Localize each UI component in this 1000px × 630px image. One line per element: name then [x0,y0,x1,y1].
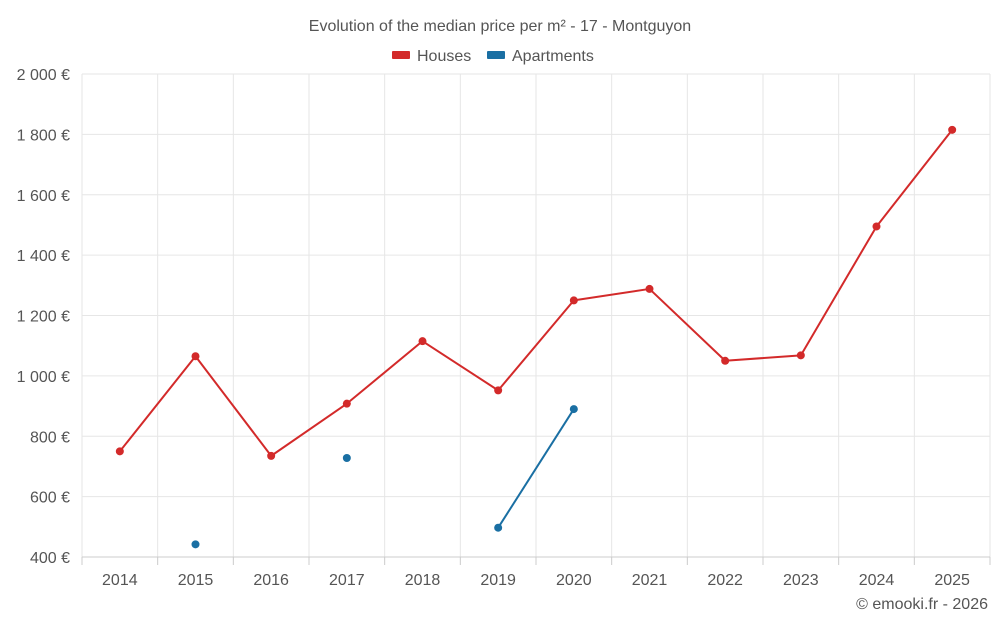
x-tick-label: 2018 [405,572,441,589]
data-point-apartments[interactable] [569,405,578,414]
y-tick-label: 2 000 € [17,67,70,84]
data-point-apartments[interactable] [191,540,200,549]
legend-label-apartments: Apartments [512,48,594,65]
y-tick-label: 600 € [30,490,70,507]
data-point-houses[interactable] [796,351,805,360]
y-tick-label: 1 600 € [17,188,70,205]
footer-credit: © emooki.fr - 2026 [856,596,988,613]
legend: Houses Apartments [392,48,594,65]
x-tick-label: 2017 [329,572,365,589]
x-tick-label: 2024 [859,572,895,589]
x-tick-label: 2023 [783,572,819,589]
x-tick-label: 2022 [707,572,743,589]
data-point-houses[interactable] [267,451,276,460]
gridlines [81,73,991,557]
series-line-houses [119,129,953,457]
chart-title: Evolution of the median price per m² - 1… [309,18,691,35]
x-tick-label: 2020 [556,572,592,589]
y-tick-label: 1 200 € [17,309,70,326]
series-layer [115,125,957,549]
legend-swatch-houses [392,51,410,59]
data-point-houses[interactable] [191,352,200,361]
data-point-houses[interactable] [418,337,427,346]
legend-label-houses: Houses [417,48,471,65]
data-point-houses[interactable] [342,399,351,408]
data-point-houses[interactable] [721,356,730,365]
legend-item-houses[interactable]: Houses [392,48,471,65]
data-point-apartments[interactable] [342,453,351,462]
legend-item-apartments[interactable]: Apartments [487,48,594,65]
y-axis: 400 € 600 € 800 € 1 000 € 1 200 € 1 400 € 1 60… [17,67,70,567]
data-point-apartments[interactable] [494,523,503,532]
data-point-houses[interactable] [569,296,578,305]
x-tick-label: 2015 [178,572,214,589]
legend-swatch-apartments [487,51,505,59]
data-point-houses[interactable] [645,284,654,293]
x-tick-label: 2014 [102,572,138,589]
x-tick-label: 2016 [253,572,289,589]
y-tick-label: 1 800 € [17,127,70,144]
x-axis: 2014 2015 2016 2017 2018 2019 2020 2021 2022 2023… [81,556,991,589]
x-tick-label: 2019 [480,572,516,589]
y-tick-label: 1 000 € [17,369,70,386]
x-tick-label: 2021 [632,572,668,589]
data-point-houses[interactable] [494,386,503,395]
y-tick-label: 400 € [30,550,70,567]
x-tick-label: 2025 [934,572,970,589]
data-point-houses[interactable] [115,447,124,456]
data-point-houses[interactable] [948,125,957,134]
y-tick-label: 800 € [30,429,70,446]
series-line-apartments [497,408,575,529]
y-tick-label: 1 400 € [17,248,70,265]
data-point-houses[interactable] [872,222,881,231]
